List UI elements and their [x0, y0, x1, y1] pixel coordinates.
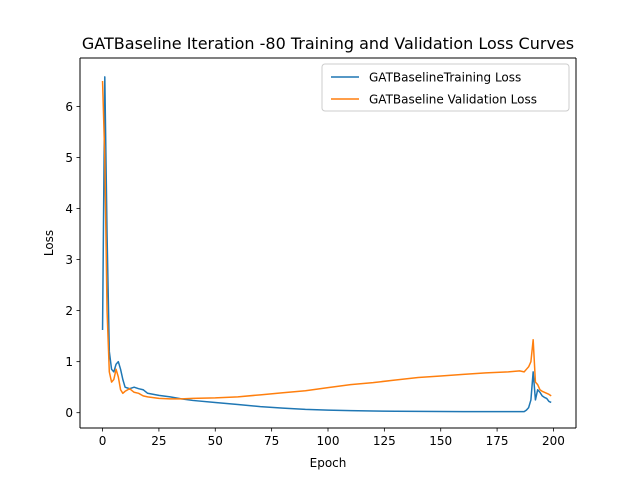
x-tick-label: 25 [151, 434, 166, 448]
series-line-0 [101, 76, 552, 413]
legend-label-0: GATBaselineTraining Loss [369, 71, 521, 85]
y-tick-label: 1 [65, 355, 73, 369]
y-tick-label: 2 [65, 304, 73, 318]
x-tick-label: 200 [542, 434, 565, 448]
y-tick-label: 0 [65, 406, 73, 420]
plot-area [80, 58, 576, 428]
chart-title: GATBaseline Iteration -80 Training and V… [82, 34, 574, 53]
x-tick-label: 175 [486, 434, 509, 448]
legend: GATBaselineTraining Loss GATBaseline Vali… [321, 63, 570, 112]
x-tick-label: 150 [429, 434, 452, 448]
y-axis-ticks: 0 1 2 3 4 5 6 [65, 100, 80, 420]
x-tick-label: 50 [208, 434, 223, 448]
x-axis-ticks: 0 25 50 75 100 125 150 175 200 [99, 428, 565, 448]
y-tick-label: 3 [65, 253, 73, 267]
x-tick-label: 0 [99, 434, 107, 448]
x-tick-label: 100 [317, 434, 340, 448]
legend-box [321, 63, 570, 112]
y-tick-label: 5 [65, 151, 73, 165]
y-axis-label: Loss [42, 230, 56, 256]
series-layer [101, 76, 552, 413]
series-line-1 [101, 80, 552, 400]
y-tick-label: 4 [65, 202, 73, 216]
y-tick-label: 6 [65, 100, 73, 114]
legend-label-1: GATBaseline Validation Loss [369, 93, 537, 107]
x-tick-label: 75 [264, 434, 279, 448]
x-axis-label: Epoch [310, 456, 347, 470]
x-tick-label: 125 [373, 434, 396, 448]
